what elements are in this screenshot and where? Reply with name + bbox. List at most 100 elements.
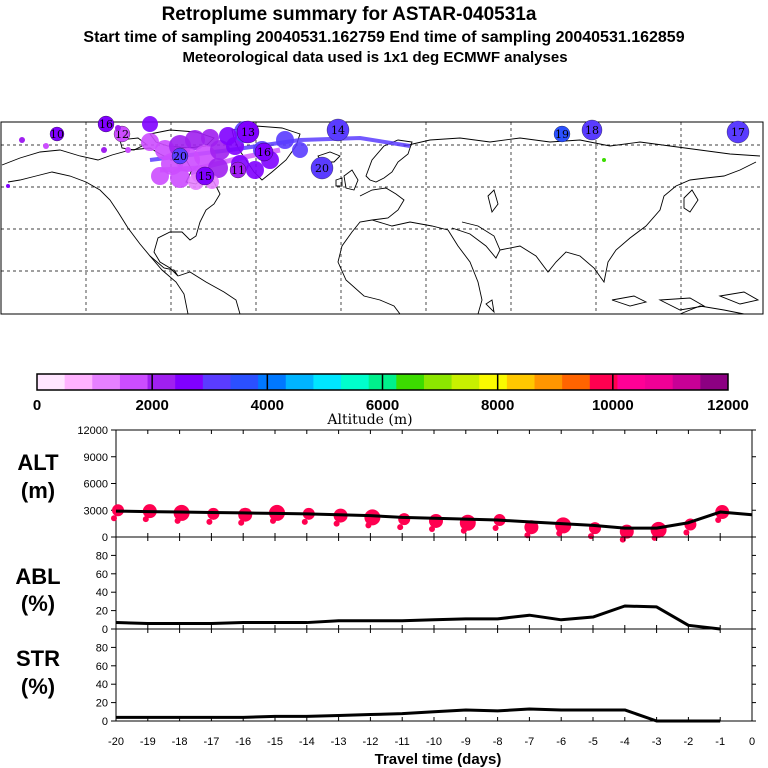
day-marker-label: 13: [241, 126, 255, 139]
day-marker: [49, 126, 65, 142]
map-frame: [0, 121, 764, 315]
altitude-marker: [174, 517, 181, 524]
y-tick-label: 9000: [84, 452, 108, 464]
altitude-marker: [429, 513, 443, 528]
timeseries-panels: 030006000900012000ALT(m)020406080ABL(%)0…: [15, 425, 756, 748]
colorbar-cell: [589, 374, 618, 390]
x-tick-label: -17: [203, 736, 219, 748]
altitude-marker: [364, 509, 381, 526]
coastline: [447, 229, 483, 315]
x-tick-label: 0: [749, 736, 755, 748]
day-marker: [726, 120, 750, 144]
altitude-marker: [397, 524, 404, 531]
plume-particle: [6, 184, 10, 188]
coastline: [371, 219, 449, 231]
altitude-marker: [238, 507, 253, 522]
day-marker-label: 16: [99, 118, 113, 131]
panel-label: ALT: [17, 450, 59, 475]
colorbar-tick-label: 6000: [366, 397, 399, 414]
altitude-marker: [555, 517, 572, 534]
colorbar-cell: [313, 374, 342, 390]
day-marker-label: 15: [198, 170, 212, 183]
x-tick-label: -14: [299, 736, 315, 748]
figure-title: Retroplume summary for ASTAR-040531a: [162, 4, 537, 25]
colorbar-cell: [700, 374, 729, 390]
day-marker: [326, 118, 350, 142]
colorbar-tick-label: 2000: [135, 397, 168, 414]
altitude-marker: [301, 518, 308, 525]
coastline: [611, 295, 648, 307]
plume-particle: [246, 161, 264, 179]
colorbar-cell: [645, 374, 674, 390]
altitude-marker: [683, 529, 690, 536]
coastline: [149, 255, 189, 315]
x-tick-label: -2: [684, 736, 694, 748]
series-line: [115, 604, 721, 631]
day-marker-label: 20: [173, 150, 187, 163]
y-tick-label: 60: [96, 569, 108, 581]
altitude-marker: [365, 522, 372, 529]
x-tick-label: -8: [493, 736, 503, 748]
coastline: [177, 271, 241, 315]
panel-frame: [115, 628, 753, 722]
altitude-marker: [270, 517, 276, 524]
colorbar-cell: [64, 374, 93, 390]
plume-particle: [219, 127, 237, 145]
altitude-marker: [333, 520, 340, 527]
trajectory-markers: 10 11 12 13 14 15 16 16 17 18 19 20 20: [6, 115, 750, 190]
colorbar-cell: [506, 374, 536, 390]
altitude-colorbar: 0 2000 4000 6000 8000 10000 12000 Altitude (m): [33, 373, 749, 428]
colorbar-cell: [479, 374, 508, 390]
x-tick-label: -11: [395, 736, 410, 748]
altitude-marker: [238, 519, 245, 526]
colorbar-cell: [285, 374, 314, 390]
coastline: [658, 297, 706, 311]
coastline: [718, 291, 760, 305]
day-marker: [229, 161, 247, 179]
coastline: [679, 305, 745, 315]
panel-alt: 0 3000 6000 9000 12000 ALT (m): [17, 425, 756, 544]
day-marker: [97, 115, 115, 133]
x-tick-label: -18: [172, 736, 188, 748]
y-tick-label: 40: [96, 587, 108, 599]
altitude-marker: [111, 515, 117, 522]
y-tick-label: 60: [96, 661, 108, 673]
plume-particle: [19, 137, 25, 143]
altitude-marker: [492, 525, 499, 532]
day-marker-label: 11: [231, 164, 245, 177]
panel-unit-label: (%): [21, 591, 55, 616]
y-tick-label: 0: [102, 532, 108, 544]
day-marker-label: 19: [555, 128, 569, 141]
colorbar-cell: [534, 374, 563, 390]
altitude-marker: [460, 527, 467, 534]
day-marker-label: 17: [731, 126, 745, 139]
altitude-marker: [206, 518, 213, 525]
colorbar-cell: [451, 374, 480, 390]
plume-particle: [151, 167, 169, 185]
colorbar-cell: [202, 374, 231, 390]
x-tick-label: -5: [588, 736, 598, 748]
colorbar-cell: [423, 374, 453, 390]
colorbar-cell: [175, 374, 204, 390]
x-tick-label: -16: [235, 736, 251, 748]
colorbar-cell: [119, 374, 149, 390]
coastlines: [1, 125, 761, 315]
y-tick-label: 6000: [84, 479, 108, 491]
plume-particle: [43, 143, 49, 149]
x-tick-label: -9: [461, 736, 471, 748]
coastline: [451, 221, 501, 259]
plume-particle: [142, 116, 158, 132]
altitude-marker: [556, 530, 563, 537]
altitude-marker: [142, 516, 149, 523]
panel-unit-label: (%): [21, 674, 55, 699]
day-marker-label: 18: [585, 124, 599, 137]
day-marker-label: 12: [115, 128, 129, 141]
sampling-times: Start time of sampling 20040531.162759 E…: [83, 29, 684, 46]
colorbar-label: Altitude (m): [326, 412, 412, 428]
day-marker-label: 16: [257, 146, 271, 159]
colorbar-cell: [147, 374, 176, 390]
colorbar-tick-label: 4000: [251, 397, 284, 414]
y-tick-label: 80: [96, 642, 108, 654]
y-tick-label: 80: [96, 550, 108, 562]
day-marker: [254, 142, 274, 162]
